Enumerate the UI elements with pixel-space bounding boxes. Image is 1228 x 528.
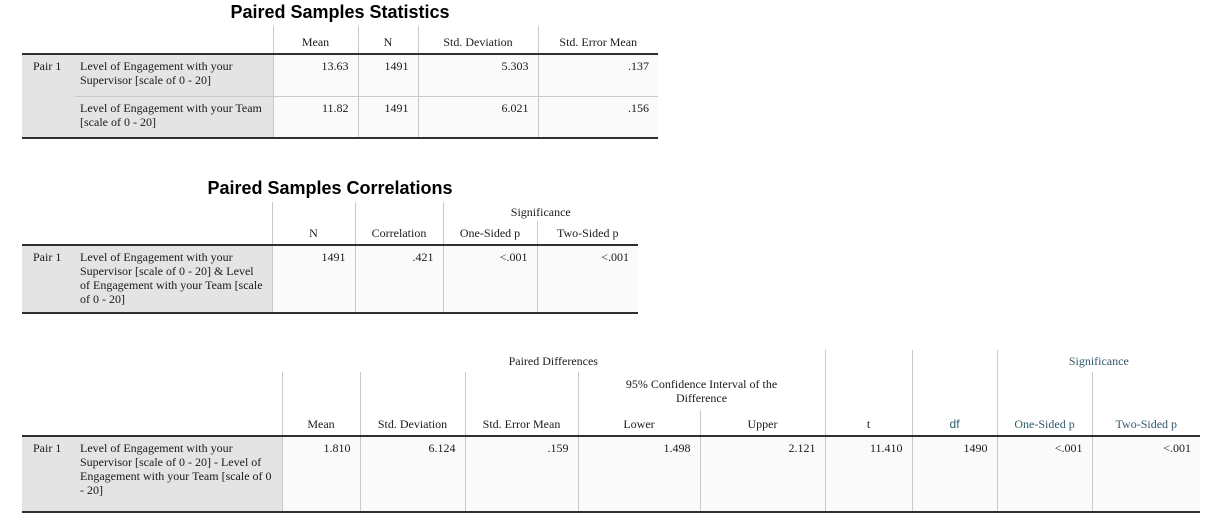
col-header-t: t (824, 410, 913, 437)
variable-label: Level of Engagement with your Supervisor… (75, 54, 273, 97)
col-header-two-sided-p: Two-Sided p (1091, 410, 1201, 437)
value-mean: 13.63 (272, 54, 358, 97)
col-header-std-error-mean: Std. Error Mean (537, 26, 658, 55)
col-header-std-deviation: Std. Deviation (417, 26, 538, 55)
statistics-grid: Mean N Std. Deviation Std. Error Mean Pa… (22, 26, 658, 139)
df-header-spacer (911, 350, 998, 372)
variable-label: Level of Engagement with your Supervisor… (75, 436, 282, 513)
value-one-sided-p: <.001 (996, 436, 1093, 513)
value-std-error-mean: .156 (537, 96, 658, 139)
t-header-spacer (824, 372, 913, 410)
value-correlation: .421 (354, 245, 443, 314)
one-sided-p-header-spacer (996, 372, 1093, 410)
col-header-std-error-mean: Std. Error Mean (464, 410, 578, 437)
value-t: 11.410 (824, 436, 913, 513)
value-mean: 1.810 (281, 436, 360, 513)
col-header-correlation: Correlation (354, 221, 443, 246)
n-header-spacer (271, 202, 355, 221)
variable-label: Level of Engagement with your Team [scal… (75, 96, 273, 139)
spanner-paired-differences: Paired Differences (508, 354, 598, 368)
value-two-sided-p: <.001 (1091, 436, 1201, 513)
paired-samples-correlations-table[interactable]: Paired Samples Correlations Significance… (22, 178, 639, 314)
two-sided-p-header-spacer (1091, 372, 1201, 410)
pair-label: Pair 1 (22, 54, 75, 139)
value-one-sided-p: <.001 (442, 245, 537, 314)
table-row: Level of Engagement with your Team [scal… (22, 96, 658, 139)
col-header-df: df (911, 410, 998, 437)
value-std-deviation: 6.124 (359, 436, 465, 513)
value-std-error-mean: .159 (464, 436, 578, 513)
stub-header-empty (22, 350, 282, 372)
t-header-spacer (824, 350, 913, 372)
std-error-header-spacer (464, 372, 578, 410)
col-header-n: N (271, 221, 355, 246)
paired-samples-statistics-table[interactable]: Paired Samples Statistics Mean N Std. De… (22, 3, 658, 139)
pair-label: Pair 1 (22, 245, 75, 314)
value-std-deviation: 6.021 (417, 96, 538, 139)
table-row: Pair 1 Level of Engagement with your Sup… (22, 436, 1201, 513)
value-n: 1491 (357, 96, 418, 139)
variable-label: Level of Engagement with your Supervisor… (75, 245, 272, 314)
col-header-lower: Lower (577, 410, 700, 437)
value-n: 1491 (271, 245, 355, 314)
value-two-sided-p: <.001 (536, 245, 639, 314)
df-header-spacer (911, 372, 998, 410)
correlation-header-spacer (354, 202, 443, 221)
confidence-interval-label: 95% Confidence Interval of the Differenc… (625, 377, 778, 405)
col-header-mean: Mean (272, 26, 358, 55)
value-mean: 11.82 (272, 96, 358, 139)
table-title: Paired Samples Statistics (230, 2, 450, 22)
test-grid: Paired Differences Significance 95% Conf… (22, 350, 1201, 513)
value-n: 1491 (357, 54, 418, 97)
spanner-confidence-interval: 95% Confidence Interval of the Differenc… (577, 372, 826, 410)
value-upper: 2.121 (699, 436, 826, 513)
stub-header-empty (22, 202, 272, 221)
stub-header-empty (22, 372, 282, 410)
table-row: Pair 1 Level of Engagement with your Sup… (22, 245, 639, 314)
value-std-deviation: 5.303 (417, 54, 538, 97)
value-df: 1490 (911, 436, 998, 513)
value-std-error-mean: .137 (537, 54, 658, 97)
stub-header-empty (22, 221, 272, 246)
mean-header-spacer (281, 372, 360, 410)
value-lower: 1.498 (577, 436, 700, 513)
stub-header-empty (22, 26, 273, 55)
col-header-two-sided-p: Two-Sided p (536, 221, 639, 246)
table-title: Paired Samples Correlations (207, 178, 453, 198)
col-header-n: N (357, 26, 418, 55)
col-header-upper: Upper (699, 410, 826, 437)
col-header-one-sided-p: One-Sided p (996, 410, 1093, 437)
col-header-mean: Mean (281, 410, 360, 437)
spanner-significance: Significance (442, 202, 639, 221)
spanner-significance: Significance (996, 350, 1201, 372)
table-row: Pair 1 Level of Engagement with your Sup… (22, 54, 658, 139)
col-header-one-sided-p: One-Sided p (442, 221, 537, 246)
paired-samples-test-table[interactable]: Paired Differences Significance 95% Conf… (22, 350, 1201, 513)
pair-label: Pair 1 (22, 436, 75, 513)
stub-header-empty (22, 410, 282, 437)
correlations-grid: Significance N Correlation One-Sided p T… (22, 202, 639, 314)
col-header-std-deviation: Std. Deviation (359, 410, 465, 437)
std-deviation-header-spacer (359, 372, 465, 410)
